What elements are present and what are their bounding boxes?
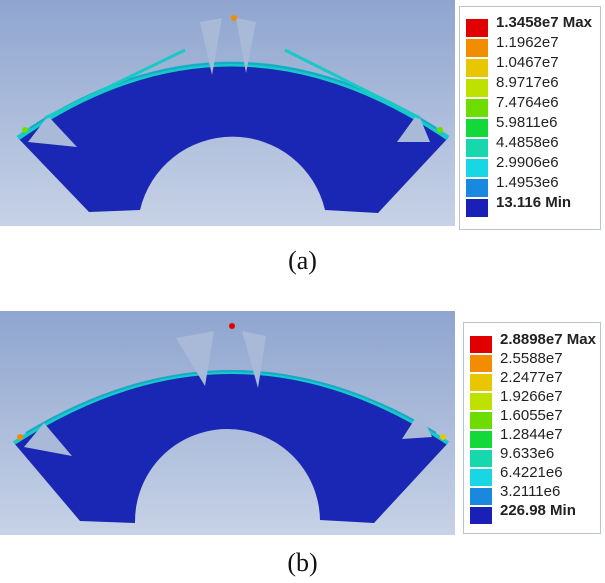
cutout bbox=[236, 18, 256, 73]
cutout bbox=[402, 411, 432, 439]
blade-body bbox=[18, 64, 448, 213]
max-stress-hotspot bbox=[229, 323, 235, 329]
cutout bbox=[397, 113, 430, 142]
cutout bbox=[24, 423, 72, 456]
legend-min-label: 226.98 Min bbox=[500, 501, 576, 519]
legend-level-label: 9.633e6 bbox=[500, 444, 555, 462]
legend-swatch bbox=[466, 199, 488, 217]
panel-b: 2.8898e7 Max 2.5588e7 2.2477e7 1.9266e7 1.60… bbox=[0, 311, 605, 583]
panel-a: 1.3458e7 Max 1.1962e7 1.0467e7 8.9717e6 7.47… bbox=[0, 0, 605, 280]
legend-swatch bbox=[470, 450, 492, 467]
legend-swatch bbox=[466, 119, 488, 137]
color-legend-a: 1.3458e7 Max 1.1962e7 1.0467e7 8.9717e6 7.47… bbox=[459, 6, 601, 230]
max-stress-hotspot bbox=[231, 15, 237, 21]
legend-level-label: 1.0467e7 bbox=[496, 54, 559, 71]
legend-swatch bbox=[466, 19, 488, 37]
legend-swatch bbox=[466, 99, 488, 117]
legend-level-label: 8.9717e6 bbox=[496, 74, 559, 91]
legend-level-label: 5.9811e6 bbox=[496, 114, 558, 131]
caption-a: (a) bbox=[288, 246, 317, 275]
legend-swatch bbox=[470, 469, 492, 486]
legend-max-label: 2.8898e7 Max bbox=[500, 330, 596, 348]
legend-level-label: 2.2477e7 bbox=[500, 368, 563, 386]
cutout bbox=[176, 331, 214, 386]
legend-level-label: 3.2111e6 bbox=[500, 482, 561, 500]
legend-level-label: 7.4764e6 bbox=[496, 94, 559, 111]
legend-level-label: 1.4953e6 bbox=[496, 174, 559, 191]
legend-swatch bbox=[466, 39, 488, 57]
stress-hotspot bbox=[440, 434, 446, 440]
legend-level-label: 1.6055e7 bbox=[500, 406, 563, 424]
stress-streak bbox=[284, 48, 421, 120]
color-legend-b: 2.8898e7 Max 2.5588e7 2.2477e7 1.9266e7 1.60… bbox=[463, 322, 601, 534]
legend-level-label: 1.1962e7 bbox=[496, 34, 559, 51]
stress-contour-view-a bbox=[0, 0, 455, 226]
legend-swatch bbox=[470, 336, 492, 353]
legend-swatch bbox=[470, 431, 492, 448]
stress-contour-view-b bbox=[0, 311, 455, 535]
rim-stress-band bbox=[12, 370, 450, 445]
cutout bbox=[200, 18, 222, 75]
stress-hotspot bbox=[17, 434, 23, 440]
legend-swatch bbox=[470, 507, 492, 524]
legend-swatch bbox=[466, 179, 488, 197]
legend-swatch bbox=[466, 139, 488, 157]
legend-swatch bbox=[470, 393, 492, 410]
legend-swatch bbox=[466, 59, 488, 77]
legend-swatch bbox=[466, 79, 488, 97]
legend-level-label: 1.9266e7 bbox=[500, 387, 563, 405]
legend-level-label: 1.2844e7 bbox=[500, 425, 563, 443]
legend-level-label: 2.9906e6 bbox=[496, 154, 559, 171]
cutout bbox=[28, 116, 77, 147]
stress-streak bbox=[44, 48, 186, 120]
legend-swatch bbox=[470, 412, 492, 429]
blade-body bbox=[14, 372, 448, 523]
stress-hotspot bbox=[437, 127, 443, 133]
legend-min-label: 13.116 Min bbox=[496, 194, 572, 211]
caption-b: (b) bbox=[287, 548, 318, 577]
legend-swatch bbox=[470, 355, 492, 372]
legend-swatch bbox=[466, 159, 488, 177]
legend-level-label: 6.4221e6 bbox=[500, 463, 563, 481]
cutout bbox=[242, 331, 266, 388]
legend-level-label: 4.4858e6 bbox=[496, 134, 559, 151]
stress-hotspot bbox=[22, 127, 28, 133]
legend-level-label: 2.5588e7 bbox=[500, 349, 563, 367]
legend-max-label: 1.3458e7 Max bbox=[496, 14, 592, 31]
legend-swatch bbox=[470, 374, 492, 391]
legend-swatch bbox=[470, 488, 492, 505]
